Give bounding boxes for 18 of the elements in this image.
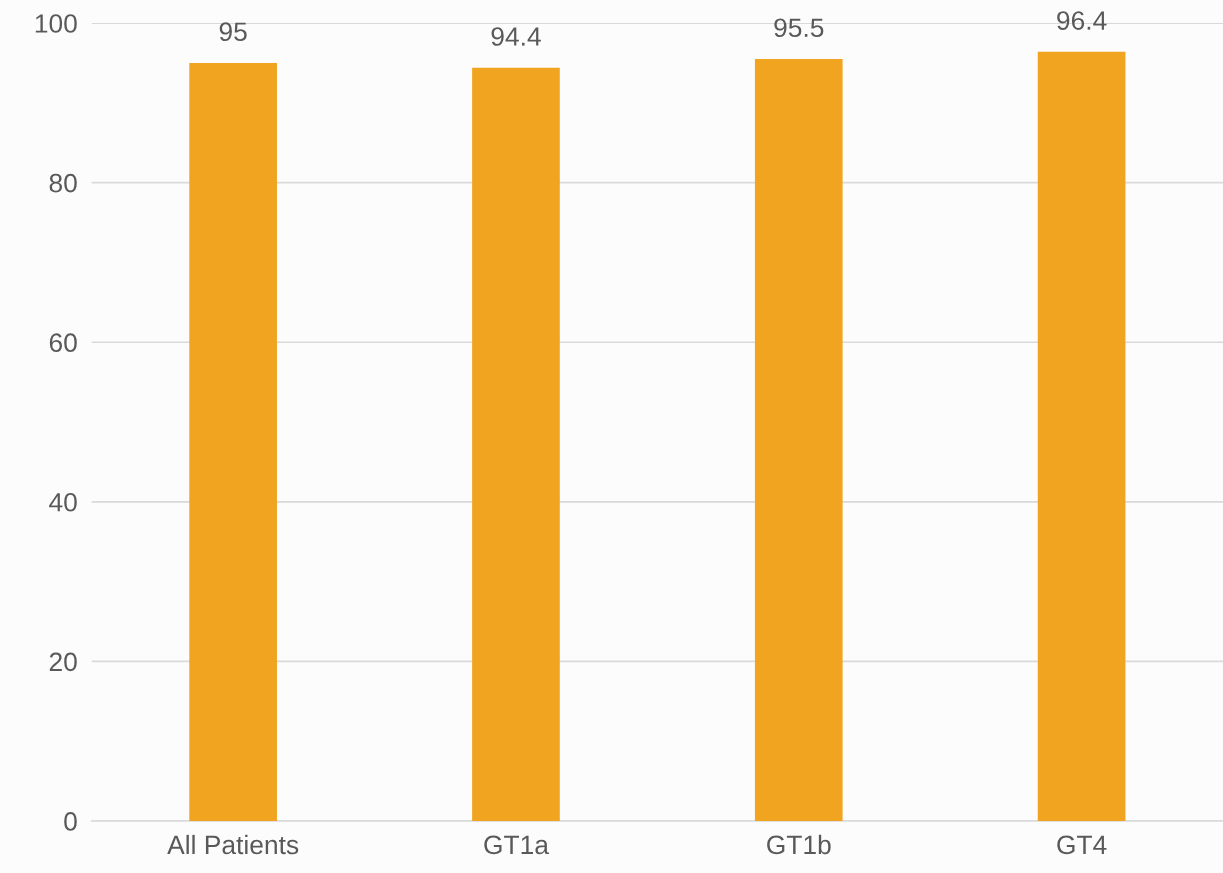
data-label: 94.4 [491, 27, 541, 46]
y-tick-label: 40 [49, 492, 77, 512]
y-tick-label: 80 [49, 173, 77, 193]
data-label: 95.5 [774, 18, 824, 38]
x-tick-label: GT1a [484, 835, 549, 855]
y-tick-label: 60 [49, 333, 77, 353]
x-tick-label: GT4 [1057, 835, 1107, 855]
data-label: 96.4 [1057, 11, 1107, 30]
x-tick-label: All Patients [167, 834, 299, 855]
data-label: 95 [219, 22, 247, 42]
bar [754, 58, 843, 821]
bar [472, 67, 560, 821]
bar [1037, 51, 1126, 821]
y-tick-label: 20 [49, 652, 77, 672]
y-tick-label: 100 [35, 14, 77, 33]
x-tick-label: GT1b [767, 834, 831, 855]
y-tick-label: 0 [64, 812, 77, 831]
bar [189, 62, 277, 821]
